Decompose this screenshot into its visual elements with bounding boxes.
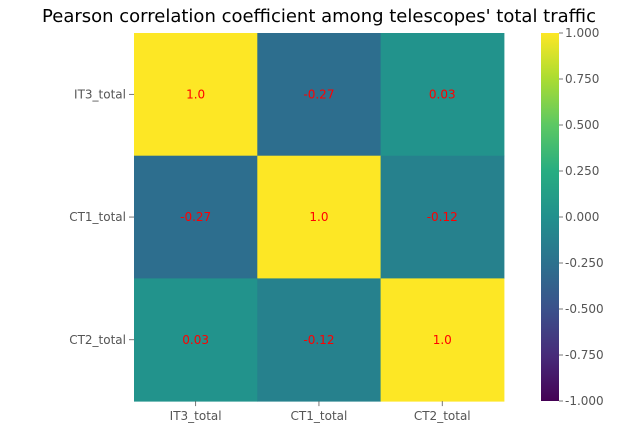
cell-annotation: -0.12 <box>303 333 334 347</box>
cell-annotation: -0.27 <box>303 87 334 101</box>
colorbar-tick-label: 0.500 <box>565 118 599 132</box>
heatmap-cell <box>380 155 505 279</box>
heatmap-cell <box>134 278 258 402</box>
colorbar-tick-label: 1.000 <box>565 26 599 40</box>
colorbar-tick-label: 0.250 <box>565 164 599 178</box>
cell-annotation: 1.0 <box>433 333 452 347</box>
cell-annotations: 1.0 -0.27 0.03 -0.27 1.0 -0.12 0.03 -0.12 1.0 <box>180 87 458 346</box>
cell-annotation: 0.03 <box>182 333 209 347</box>
x-tick-label: CT1_total <box>291 409 348 423</box>
heatmap-cell <box>257 155 382 279</box>
colorbar-tick-label: -1.000 <box>565 394 604 408</box>
colorbar-tick-label: 0.750 <box>565 72 599 86</box>
colorbar-tick-label: -0.500 <box>565 302 604 316</box>
y-tick-label: CT2_total <box>69 333 126 347</box>
y-tick-label: IT3_total <box>74 87 126 101</box>
y-tick-labels: IT3_total CT1_total CT2_total <box>69 87 134 347</box>
y-tick-label: CT1_total <box>69 210 126 224</box>
colorbar-ticks: 1.000 0.750 0.500 0.250 0.000 -0.250 -0.500 -0.… <box>559 26 604 408</box>
colorbar-tick-label: -0.750 <box>565 348 604 362</box>
x-tick-label: IT3_total <box>170 409 222 423</box>
cell-annotation: -0.27 <box>180 210 211 224</box>
colorbar-tick-label: -0.250 <box>565 256 604 270</box>
heatmap-cell <box>257 278 382 402</box>
cell-annotation: 1.0 <box>309 210 328 224</box>
x-tick-labels: IT3_total CT1_total CT2_total <box>170 401 471 423</box>
x-tick-label: CT2_total <box>414 409 471 423</box>
chart-title: Pearson correlation coefficient among te… <box>42 6 596 27</box>
cell-annotation: 0.03 <box>429 87 456 101</box>
heatmap-cells <box>134 33 505 402</box>
heatmap-cell <box>134 155 258 279</box>
colorbar <box>541 33 559 401</box>
colorbar-tick-label: 0.000 <box>565 210 599 224</box>
heatmap-cell <box>380 33 505 157</box>
cell-annotation: -0.12 <box>427 210 458 224</box>
heatmap-cell <box>380 278 505 402</box>
cell-annotation: 1.0 <box>186 87 205 101</box>
heatmap-cell <box>257 33 382 157</box>
heatmap-cell <box>134 33 258 157</box>
